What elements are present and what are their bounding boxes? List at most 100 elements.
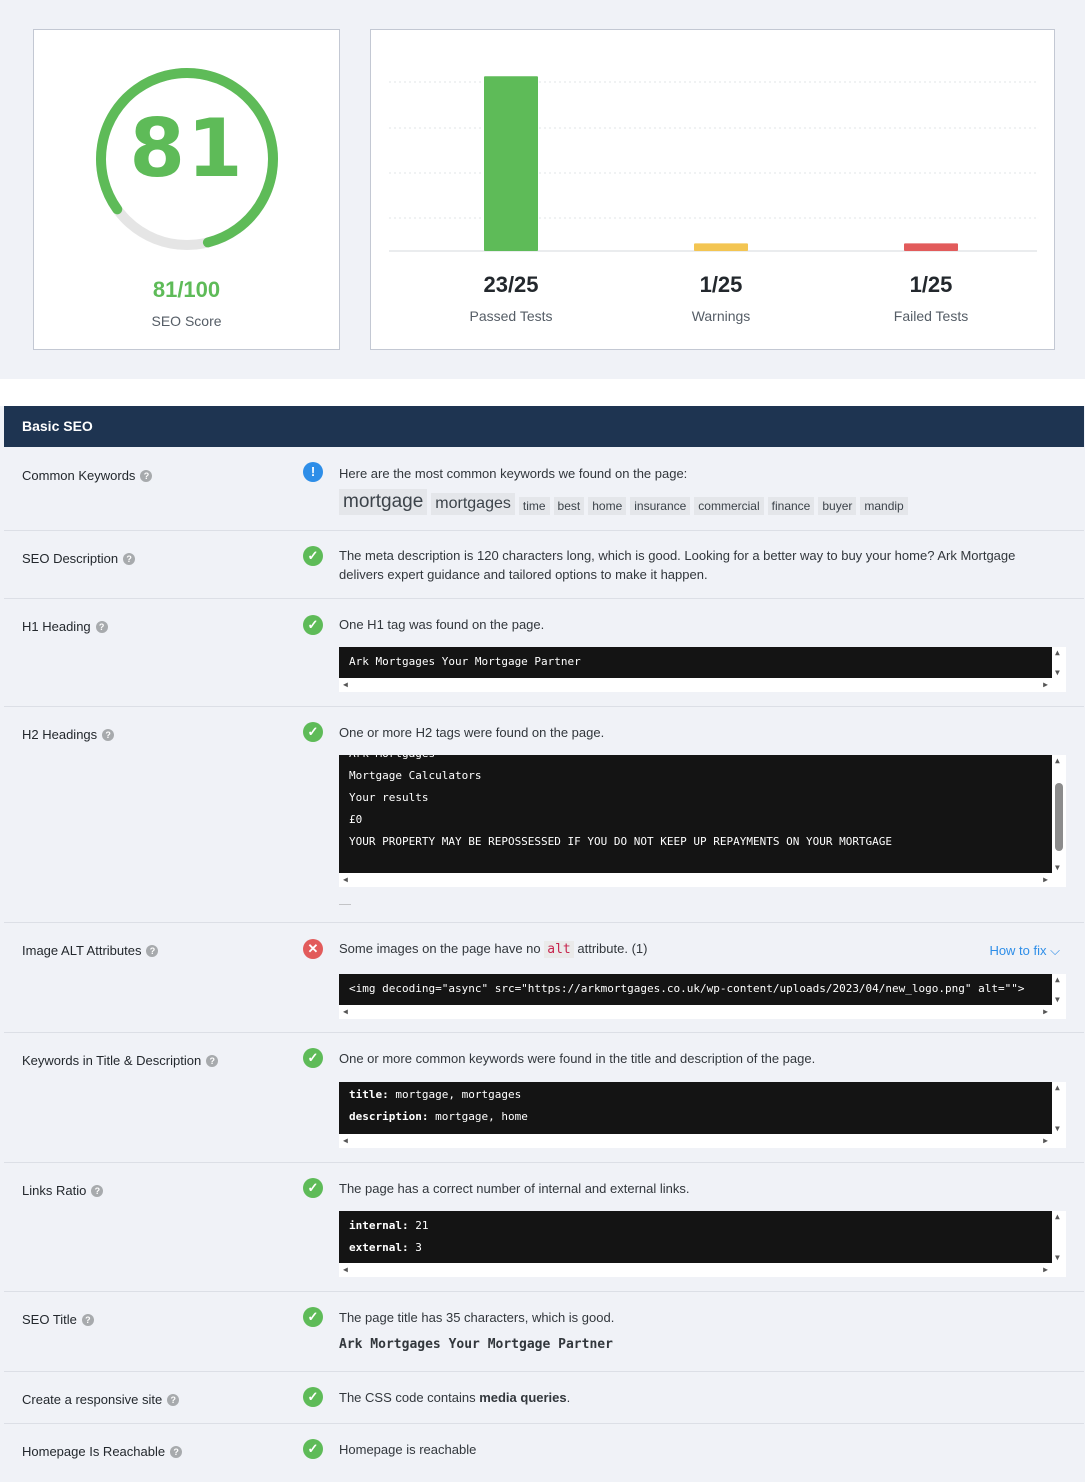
row-label: SEO Description ? (22, 551, 136, 566)
message-text: The CSS code contains (339, 1390, 476, 1405)
message: The page has a correct number of interna… (339, 1181, 690, 1196)
score-label: SEO Score (151, 313, 222, 329)
code-line: external: 3 (339, 1237, 1066, 1259)
row-label: Homepage Is Reachable ? (22, 1444, 183, 1459)
keyword-tag: home (588, 497, 627, 515)
horizontal-scrollbar[interactable]: ◀ ▶ (339, 1134, 1066, 1148)
code-line: <img decoding="async" src="https://arkmo… (349, 982, 1025, 995)
how-to-fix-link[interactable]: How to fix ⌵ (989, 943, 1060, 959)
stat-warnings-label: Warnings (691, 308, 751, 324)
code-key: internal: (349, 1219, 409, 1232)
code-line: Mortgage Calculators (349, 769, 482, 782)
horizontal-scrollbar[interactable]: ◀ ▶ (339, 678, 1066, 692)
code-line: Ark Mortgages Your Mortgage Partner (349, 655, 581, 668)
row-label: Image ALT Attributes ? (22, 943, 159, 958)
keyword-list: mortgage mortgages time best home insura… (339, 489, 908, 515)
row-label: Keywords in Title & Description ? (22, 1053, 219, 1068)
horizontal-scrollbar[interactable]: ◀ ▶ (339, 873, 1066, 887)
stat-warnings-value: 1/25 (699, 272, 743, 297)
code-line: title: mortgage, mortgages (339, 1084, 1066, 1106)
keyword-tag: mandip (860, 497, 908, 515)
label-text: Links Ratio (22, 1183, 87, 1198)
score-value: 81/100 (152, 277, 221, 302)
spacer (0, 379, 1085, 406)
resize-handle[interactable] (339, 904, 351, 905)
img-code-box[interactable]: <img decoding="async" src="https://arkmo… (339, 974, 1066, 1019)
message: The meta description is 120 characters l… (339, 548, 1016, 582)
code-key: title: (349, 1088, 389, 1101)
help-icon[interactable]: ? (146, 944, 159, 957)
row-h2-headings: H2 Headings ? ✓ One or more H2 tags were… (4, 707, 1084, 923)
bar-failed-tests (904, 243, 958, 251)
message-text: attribute. (1) (577, 941, 648, 956)
check-icon: ✓ (303, 1439, 323, 1459)
help-icon[interactable]: ? (167, 1393, 180, 1406)
vertical-scrollbar[interactable]: ▲ ▼ (1052, 1211, 1066, 1263)
vertical-scrollbar[interactable]: ▲ ▼ (1052, 1082, 1066, 1134)
message: One or more common keywords were found i… (339, 1051, 816, 1066)
score-ring (96, 68, 278, 250)
page-title-value: Ark Mortgages Your Mortgage Partner (339, 1337, 613, 1352)
help-icon[interactable]: ? (95, 620, 108, 633)
help-icon[interactable]: ? (91, 1184, 104, 1197)
message: Homepage is reachable (339, 1442, 477, 1457)
stat-failed-label: Failed Tests (893, 308, 969, 324)
links-code-box[interactable]: internal: 21 external: 3 ▲ ▼ ◀ ▶ (339, 1211, 1066, 1277)
keyword-tag: finance (767, 497, 815, 515)
help-icon[interactable]: ? (123, 552, 136, 565)
help-icon[interactable]: ? (206, 1054, 219, 1067)
label-text: Image ALT Attributes (22, 943, 142, 958)
stat-warnings: 1/25 Warnings (616, 272, 826, 324)
vertical-scrollbar[interactable]: ▲ ▼ (1052, 755, 1066, 873)
bar-passed-tests (484, 76, 538, 251)
message: The page title has 35 characters, which … (339, 1310, 615, 1325)
row-keywords-title-description: Keywords in Title & Description ? ✓ One … (4, 1033, 1084, 1163)
kw-code-box[interactable]: title: mortgage, mortgages description: … (339, 1082, 1066, 1148)
keyword-tag: mortgages (431, 493, 515, 515)
code-line: Your results (349, 791, 429, 804)
label-text: Homepage Is Reachable (22, 1444, 166, 1459)
help-icon[interactable]: ? (170, 1445, 183, 1458)
code-key: description: (349, 1110, 429, 1123)
vertical-scrollbar[interactable]: ▲ ▼ (1052, 647, 1066, 678)
row-label: Common Keywords ? (22, 468, 153, 483)
row-seo-description: SEO Description ? ✓ The meta description… (4, 531, 1084, 599)
scroll-thumb[interactable] (1055, 783, 1063, 851)
row-label: H2 Headings ? (22, 727, 115, 742)
horizontal-scrollbar[interactable]: ◀ ▶ (339, 1263, 1066, 1277)
code-value: 21 (415, 1219, 429, 1232)
label-text: Common Keywords (22, 468, 136, 483)
check-icon: ✓ (303, 1178, 323, 1198)
seo-score-card: 81 81/100 SEO Score (33, 29, 340, 350)
code-line: description: mortgage, home (339, 1106, 1066, 1128)
stat-failed: 1/25 Failed Tests (826, 272, 1036, 324)
help-icon[interactable]: ? (102, 728, 115, 741)
keyword-tag: mortgage (339, 489, 428, 515)
row-common-keywords: Common Keywords ? ! Here are the most co… (4, 447, 1084, 531)
score-number: 81 (129, 102, 245, 195)
info-icon: ! (303, 462, 323, 482)
row-responsive-site: Create a responsive site ? ✓ The CSS cod… (4, 1372, 1084, 1424)
label-text: H1 Heading (22, 619, 91, 634)
row-image-alt: Image ALT Attributes ? ✕ Some images on … (4, 923, 1084, 1033)
chevron-down-icon: ⌵ (1050, 943, 1060, 958)
h1-code-box[interactable]: Ark Mortgages Your Mortgage Partner ▲ ▼ ◀… (339, 647, 1066, 692)
check-icon: ✓ (303, 1387, 323, 1407)
bar-warnings (694, 243, 748, 251)
check-icon: ✓ (303, 722, 323, 742)
basic-seo-section: Basic SEO Common Keywords ? ! Here are t… (4, 406, 1084, 1482)
message-text: Some images on the page have no (339, 941, 541, 956)
code-value: mortgage, home (435, 1110, 528, 1123)
help-icon[interactable]: ? (81, 1313, 94, 1326)
test-results-chart: 23/25 Passed Tests 1/25 Warnings 1/25 Fa… (370, 29, 1055, 350)
help-icon[interactable]: ? (140, 469, 153, 482)
horizontal-scrollbar[interactable]: ◀ ▶ (339, 1005, 1066, 1019)
bar-chart (389, 76, 1037, 252)
vertical-scrollbar[interactable]: ▲ ▼ (1052, 974, 1066, 1005)
score-ring-progress (96, 68, 278, 250)
h2-code-box[interactable]: Ark Mortgages Mortgage Calculators Your … (339, 755, 1066, 887)
stat-failed-value: 1/25 (909, 272, 953, 297)
code-key: external: (349, 1241, 409, 1254)
keyword-tag: buyer (818, 497, 857, 515)
message-bold: media queries (479, 1390, 567, 1405)
